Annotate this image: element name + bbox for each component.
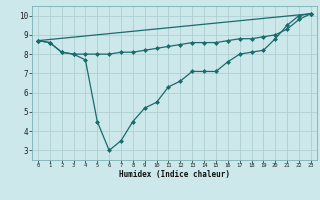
X-axis label: Humidex (Indice chaleur): Humidex (Indice chaleur) xyxy=(119,170,230,179)
